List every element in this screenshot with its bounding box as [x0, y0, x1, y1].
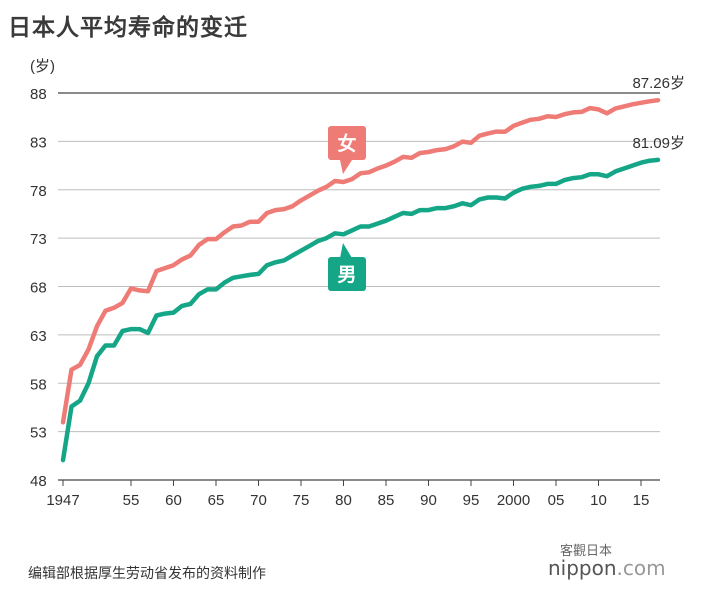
male-badge [328, 257, 366, 291]
y-tick-label: 63 [30, 328, 47, 345]
female-series-line [60, 97, 661, 425]
y-tick-label: 73 [30, 231, 47, 248]
x-tick-label: 10 [590, 492, 607, 509]
x-tick-label: 90 [420, 492, 437, 509]
x-tick-label: 65 [208, 492, 225, 509]
x-tick-label: 60 [165, 492, 182, 509]
x-tick-label: 85 [378, 492, 395, 509]
x-tick-label: 2000 [497, 492, 530, 509]
y-tick-label: 53 [30, 425, 47, 442]
wechat-watermark: 客觀日本 [560, 543, 613, 558]
male-badge-pointer [340, 243, 352, 258]
male-end-label: 81.09岁 [632, 135, 685, 152]
female-badge-label: 女 [337, 132, 356, 155]
x-tick-label: 55 [123, 492, 140, 509]
chart-title: 日本人平均寿命的变迁 [8, 14, 248, 40]
y-axis-label: (岁) [30, 58, 55, 75]
x-tick-label: 15 [633, 492, 650, 509]
y-tick-label: 88 [30, 86, 47, 103]
x-tick-label: 05 [548, 492, 565, 509]
x-tick-label: 70 [250, 492, 267, 509]
y-tick-label: 68 [30, 280, 47, 297]
female-end-label: 87.26岁 [632, 75, 685, 92]
nippon-logo: nippon.com [548, 556, 666, 580]
source-note: 编辑部根据厚生劳动省发布的资料制作 [28, 565, 266, 581]
x-tick-label: 1947 [46, 492, 79, 509]
brand-name: nippon [548, 556, 617, 580]
y-tick-label: 78 [30, 183, 47, 200]
y-tick-label: 58 [30, 376, 47, 393]
x-tick-label: 75 [293, 492, 310, 509]
x-tick-label: 95 [463, 492, 480, 509]
brand-domain: .com [616, 556, 666, 580]
female-badge [328, 126, 366, 160]
male-series-line [60, 157, 661, 463]
y-tick-label: 48 [30, 473, 47, 490]
male-badge-label: 男 [337, 264, 356, 286]
x-tick-label: 80 [335, 492, 352, 509]
y-tick-label: 83 [30, 134, 47, 151]
female-badge-pointer [340, 160, 352, 174]
